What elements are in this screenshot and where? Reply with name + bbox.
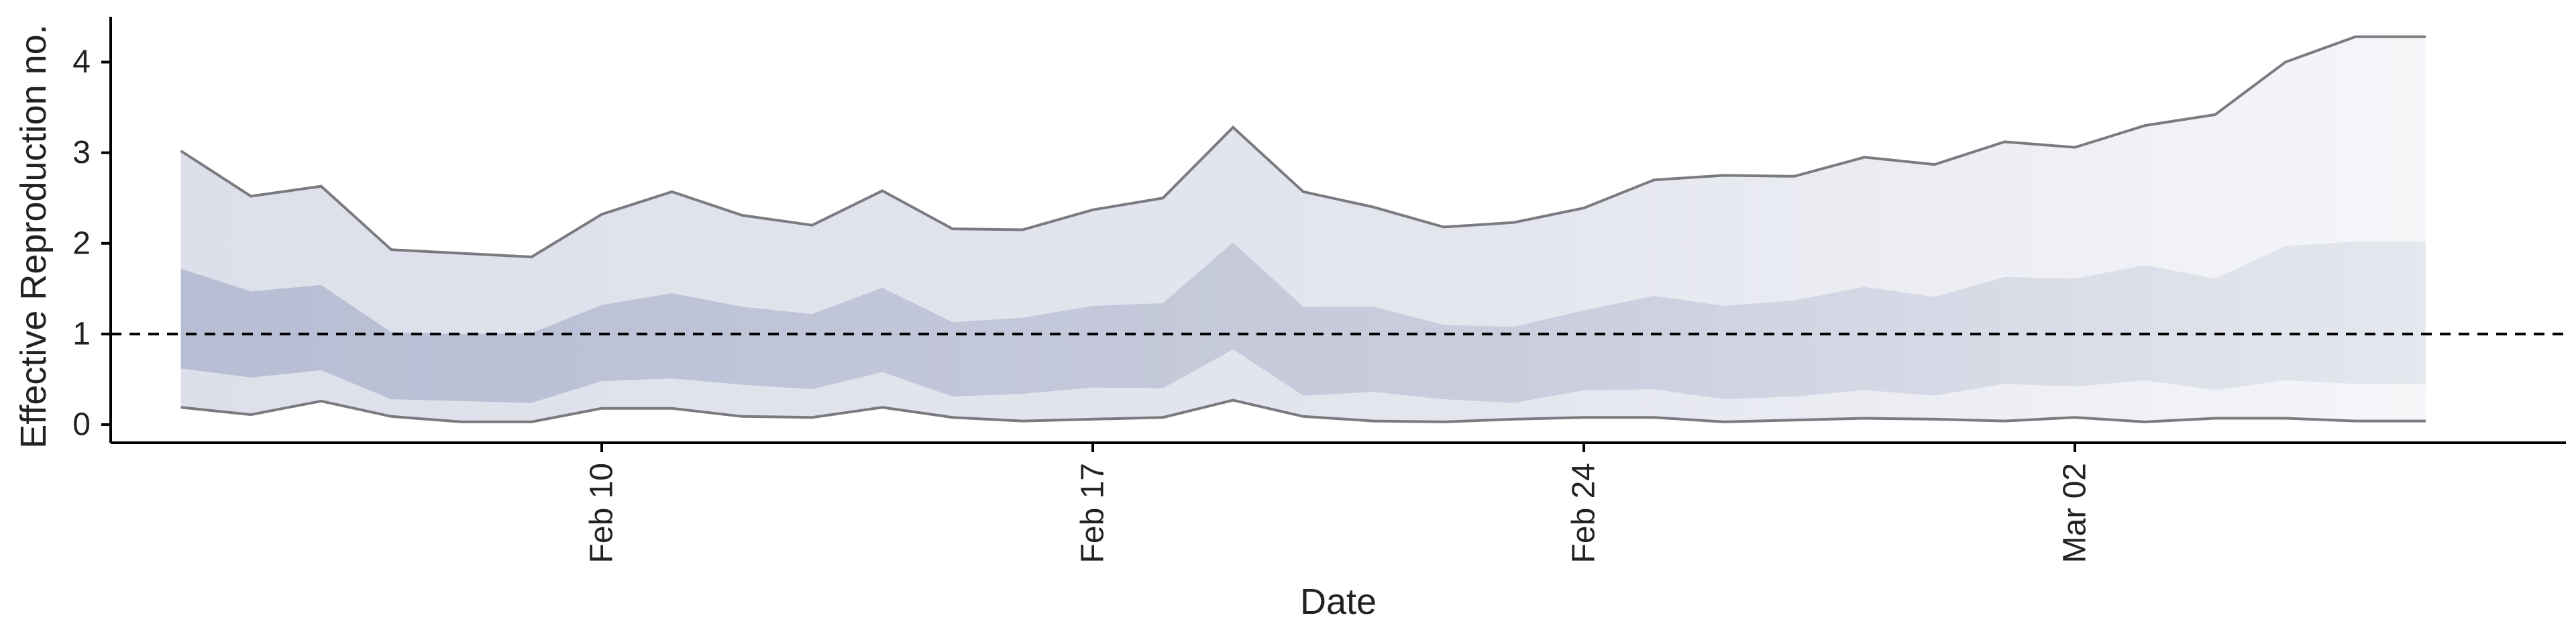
x-tick-label: Mar 02 (2057, 463, 2093, 563)
x-tick-label: Feb 17 (1075, 463, 1111, 563)
y-tick-label: 3 (72, 135, 91, 170)
x-axis: Feb 10 Feb 17 Feb 24 Mar 02 (111, 441, 2566, 563)
x-axis-label: Date (1300, 582, 1377, 622)
lower-95-bound-line (180, 398, 2426, 423)
x-tick-label: Feb 24 (1566, 463, 1602, 563)
x-tick-label: Feb 10 (584, 463, 620, 563)
credible-interval-bands (180, 35, 2426, 423)
y-axis-label: Effective Reproduction no. (13, 24, 54, 448)
y-tick-label: 1 (72, 316, 91, 352)
upper-95-bound-line (180, 35, 2426, 259)
band-50-percent (180, 241, 2426, 403)
y-tick-label: 0 (72, 407, 91, 442)
y-tick-label: 4 (72, 44, 91, 80)
y-tick-label: 2 (72, 225, 91, 261)
y-axis: 0 1 2 3 4 (72, 17, 112, 443)
